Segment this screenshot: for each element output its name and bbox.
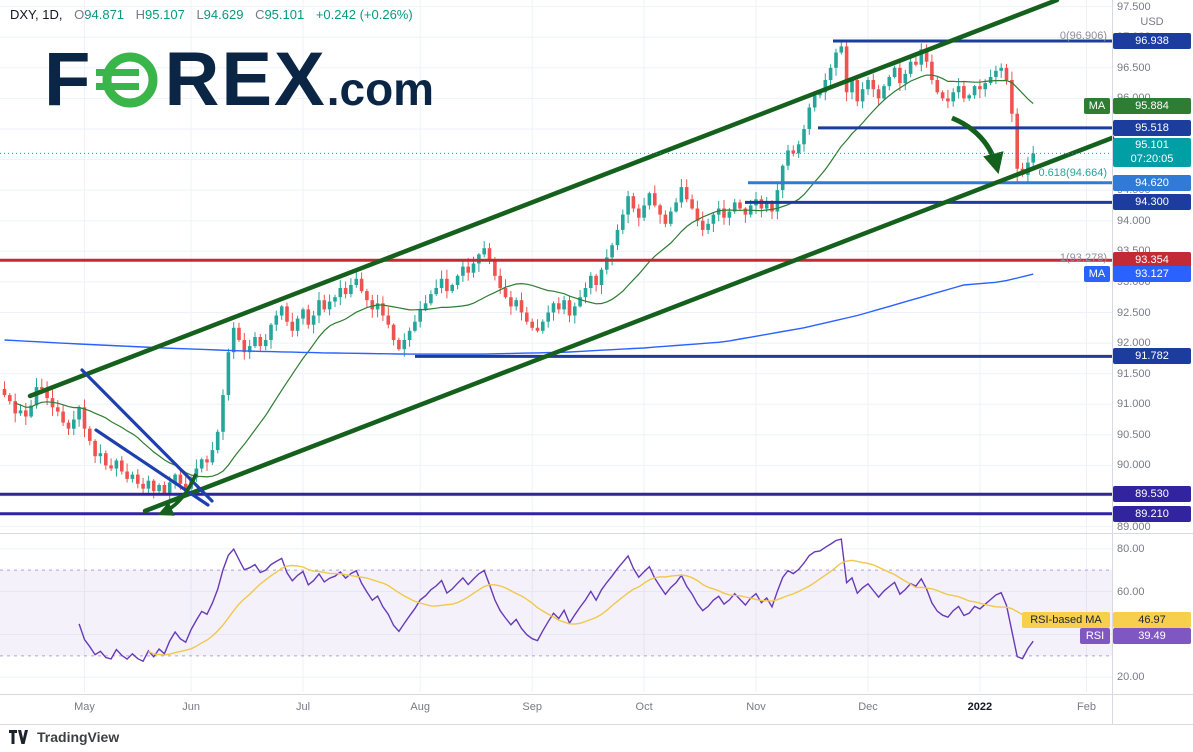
price-tick: 97.500	[1117, 0, 1151, 13]
ma-value-label: 93.127	[1113, 266, 1191, 283]
time-tick: Dec	[858, 701, 878, 713]
time-tick: May	[74, 701, 95, 713]
time-tick: Oct	[635, 701, 653, 713]
close-value: 95.101	[264, 7, 305, 22]
price-level-label: 96.938	[1113, 33, 1191, 49]
time-tick: Aug	[410, 701, 430, 713]
price-level-label: 89.530	[1113, 486, 1191, 503]
open-label: O	[74, 7, 85, 22]
rsi-ma-value-label: 46.97	[1113, 611, 1191, 628]
rsi-tick: 80.00	[1117, 542, 1145, 555]
symbol-legend[interactable]: DXY, 1D, O94.871 H95.107 L94.629 C95.101…	[10, 7, 413, 22]
price-level-label: 93.354	[1113, 252, 1191, 269]
price-tick: 90.000	[1117, 459, 1151, 472]
forex-coin-icon	[96, 52, 158, 108]
current-price-label: 95.101 07:20:05	[1113, 138, 1191, 168]
price-level-label: 95.518	[1113, 119, 1191, 136]
change-value: +0.242 (+0.26%)	[315, 7, 413, 22]
price-tick: 94.000	[1117, 214, 1151, 227]
tradingview-icon	[9, 730, 28, 744]
time-tick: Nov	[746, 701, 766, 713]
symbol-title[interactable]: DXY, 1D,	[10, 7, 63, 22]
countdown-timer: 07:20:05	[1130, 153, 1174, 166]
ma-label: MA	[1084, 97, 1110, 114]
time-tick: Feb	[1077, 701, 1096, 713]
price-tick: 91.500	[1117, 367, 1151, 380]
low-value: 94.629	[203, 7, 244, 22]
ma-value-label: 95.884	[1113, 97, 1191, 114]
rsi-ma-name-label: RSI-based MA	[1022, 611, 1110, 628]
price-tick: 89.000	[1117, 520, 1151, 533]
forex-com-logo: F REX .com	[44, 42, 434, 118]
rsi-tick: 60.00	[1117, 585, 1145, 598]
time-tick: 2022	[967, 701, 993, 713]
fib-level-label: 0(96.906)	[1059, 29, 1107, 42]
current-price-value: 95.101	[1135, 139, 1169, 152]
price-level-label: 94.620	[1113, 174, 1191, 191]
price-tick: 92.500	[1117, 306, 1151, 319]
fib-level-label: 1(93.278)	[1059, 251, 1107, 264]
open-value: 94.871	[84, 7, 125, 22]
time-tick: Jun	[182, 701, 200, 713]
price-level-label: 89.210	[1113, 505, 1191, 522]
price-tick: 92.000	[1117, 337, 1151, 350]
price-tick: 96.500	[1117, 61, 1151, 74]
currency-label: USD	[1140, 16, 1164, 28]
ma-label: MA	[1084, 266, 1110, 283]
price-tick: 91.000	[1117, 398, 1151, 411]
tradingview-label: TradingView	[37, 729, 120, 745]
high-value: 95.107	[145, 7, 185, 22]
time-tick: Jul	[295, 701, 311, 713]
logo-letter-f: F	[44, 37, 93, 122]
tradingview-attribution[interactable]: TradingView	[9, 729, 119, 745]
rsi-value-label: 39.49	[1113, 627, 1191, 644]
price-level-label: 94.300	[1113, 194, 1191, 211]
logo-dotcom: .com	[326, 63, 435, 115]
price-level-label: 91.782	[1113, 348, 1191, 365]
rsi-name-label: RSI	[1080, 627, 1110, 644]
rsi-tick: 20.00	[1117, 671, 1145, 684]
high-label: H	[135, 7, 146, 22]
time-tick: Sep	[522, 701, 542, 713]
price-tick: 90.500	[1117, 428, 1151, 441]
low-label: L	[196, 7, 204, 22]
close-label: C	[255, 7, 265, 22]
logo-letters-rex: REX	[164, 37, 327, 122]
fib-level-label: 0.618(94.664)	[1038, 167, 1108, 180]
